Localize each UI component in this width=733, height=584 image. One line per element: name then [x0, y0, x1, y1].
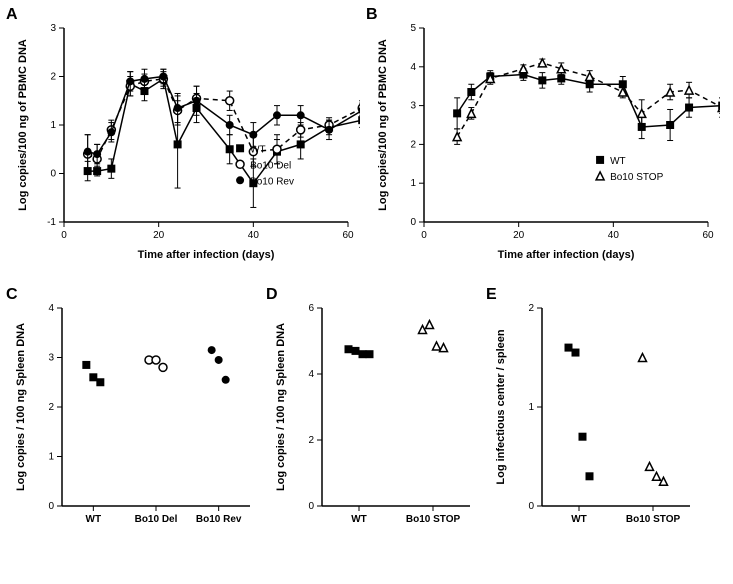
svg-text:Bo10 Rev: Bo10 Rev: [196, 514, 242, 525]
svg-text:Log copies / 100 ng Spleen DNA: Log copies / 100 ng Spleen DNA: [15, 323, 27, 491]
svg-text:Bo10 STOP: Bo10 STOP: [626, 514, 681, 525]
svg-text:0: 0: [308, 501, 314, 512]
svg-text:20: 20: [513, 230, 525, 241]
svg-text:40: 40: [608, 230, 620, 241]
svg-text:WT: WT: [86, 514, 102, 525]
svg-text:Log copies/100 ng of PBMC DNA: Log copies/100 ng of PBMC DNA: [17, 39, 29, 211]
svg-text:4: 4: [308, 369, 314, 380]
svg-text:1: 1: [410, 178, 416, 189]
panel-a: A -101230204060Time after infection (day…: [10, 10, 360, 270]
svg-text:Bo10 Rev: Bo10 Rev: [250, 176, 294, 187]
svg-text:2: 2: [410, 139, 416, 150]
panel-d-label: D: [266, 286, 278, 304]
chart-e: 0 1 2 WT Bo10 STOP Log infectious center / sp…: [490, 290, 700, 550]
svg-text:2: 2: [308, 435, 314, 446]
svg-text:-1: -1: [47, 217, 56, 228]
svg-text:2: 2: [48, 402, 54, 413]
svg-text:Log infectious center / spleen: Log infectious center / spleen: [495, 329, 507, 485]
panel-e: E 012WTBo10 STOPLog infectious center / …: [490, 290, 700, 550]
svg-text:0: 0: [50, 169, 56, 180]
svg-text:3: 3: [48, 353, 54, 364]
chart-d: 0 2 4 6 WT Bo10 STOP Log copies / 100 ng Splee…: [270, 290, 480, 550]
svg-text:WT: WT: [610, 156, 626, 167]
panel-row2-container: C 01234WTBo10 DelBo10 RevLog copies / 10…: [10, 290, 723, 550]
panel-b: B 0123450204060Time after infection (day…: [370, 10, 723, 270]
panel-e-label: E: [486, 286, 497, 304]
svg-text:Log copies / 100 ng Spleen DNA: Log copies / 100 ng Spleen DNA: [275, 323, 287, 491]
svg-text:Log copies/100 ng of PBMC DNA: Log copies/100 ng of PBMC DNA: [377, 39, 389, 211]
svg-text:20: 20: [153, 230, 165, 241]
chart-a: -1 0 1 2 3 0 20 40 60 Time after infection (days)…: [10, 10, 360, 270]
svg-text:Bo10 STOP: Bo10 STOP: [406, 514, 461, 525]
svg-text:3: 3: [50, 23, 56, 34]
svg-text:Bo10 STOP: Bo10 STOP: [610, 172, 664, 183]
svg-text:1: 1: [528, 402, 534, 413]
svg-text:WT: WT: [250, 144, 266, 155]
svg-text:4: 4: [48, 303, 54, 314]
chart-b: 0 1 2 3 4 5 0 20 40 60 Time after infection (days)…: [370, 10, 720, 270]
panel-d: D 0246WTBo10 STOPLog copies / 100 ng Spl…: [270, 290, 480, 550]
svg-text:6: 6: [308, 303, 314, 314]
svg-text:5: 5: [410, 23, 416, 34]
panel-a-label: A: [6, 6, 18, 24]
svg-text:1: 1: [48, 452, 54, 463]
figure-grid: A -101230204060Time after infection (day…: [10, 10, 723, 550]
svg-text:60: 60: [702, 230, 714, 241]
svg-text:0: 0: [410, 217, 416, 228]
svg-text:Bo10 Del: Bo10 Del: [250, 160, 291, 171]
chart-c: 0 1 2 3 4 WT Bo10 Del Bo10 Rev Log copies / 100 …: [10, 290, 260, 550]
svg-text:Time after infection (days): Time after infection (days): [498, 249, 635, 261]
svg-text:40: 40: [248, 230, 260, 241]
panel-c-label: C: [6, 286, 18, 304]
svg-text:Bo10 Del: Bo10 Del: [135, 514, 178, 525]
svg-text:2: 2: [528, 303, 534, 314]
svg-text:0: 0: [528, 501, 534, 512]
svg-text:2: 2: [50, 72, 56, 83]
svg-text:60: 60: [342, 230, 354, 241]
svg-text:0: 0: [48, 501, 54, 512]
svg-text:3: 3: [410, 101, 416, 112]
svg-text:4: 4: [410, 62, 416, 73]
svg-text:1: 1: [50, 120, 56, 131]
panel-b-label: B: [366, 6, 378, 24]
svg-text:WT: WT: [571, 514, 587, 525]
svg-text:WT: WT: [351, 514, 367, 525]
svg-text:Time after infection (days): Time after infection (days): [138, 249, 275, 261]
svg-text:0: 0: [421, 230, 427, 241]
svg-text:0: 0: [61, 230, 67, 241]
panel-c: C 01234WTBo10 DelBo10 RevLog copies / 10…: [10, 290, 260, 550]
